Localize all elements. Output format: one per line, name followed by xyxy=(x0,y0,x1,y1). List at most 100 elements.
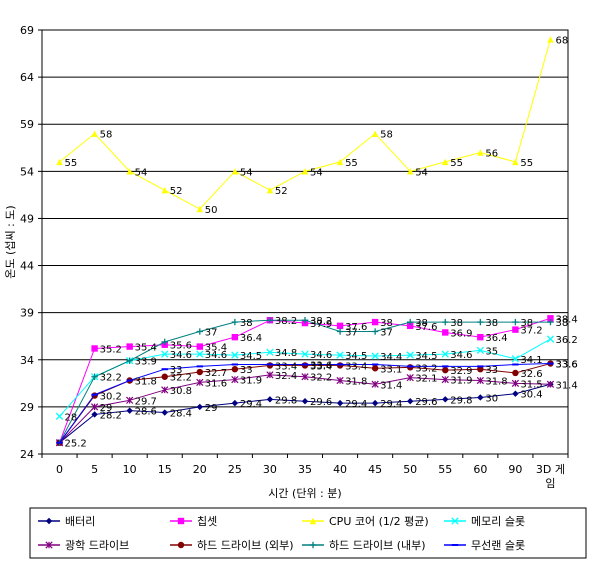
data-label: 34.5 xyxy=(240,351,262,362)
data-label: 34.8 xyxy=(275,348,297,359)
legend-item: 칩셋 xyxy=(170,515,217,528)
data-point xyxy=(477,333,484,341)
data-label: 33.1 xyxy=(380,364,402,375)
data-label: 31.8 xyxy=(135,377,157,388)
x-tick-label: 25 xyxy=(228,463,242,476)
legend-label: 배터리 xyxy=(65,515,95,528)
data-point xyxy=(301,350,309,358)
legend-marker xyxy=(177,517,185,525)
legend-item: 광학 드라이브 xyxy=(38,539,129,552)
legend-marker xyxy=(45,517,53,525)
data-point xyxy=(196,378,204,387)
data-label: 38 xyxy=(380,318,393,329)
data-label: 35.4 xyxy=(135,343,157,354)
data-point xyxy=(231,366,239,373)
plot-area xyxy=(41,29,569,455)
legend-marker xyxy=(177,541,185,549)
data-label: 28.4 xyxy=(170,409,192,420)
data-point xyxy=(336,399,344,407)
data-label: 34.1 xyxy=(520,355,542,366)
x-tick-label: 20 xyxy=(193,463,207,476)
data-label: 58 xyxy=(380,130,393,141)
x-tick-label: 40 xyxy=(333,463,347,476)
data-label: 33 xyxy=(170,365,183,376)
data-point xyxy=(547,362,554,365)
data-point xyxy=(336,158,344,166)
data-point xyxy=(161,386,169,394)
data-label: 38 xyxy=(415,318,428,329)
data-label: 68 xyxy=(555,35,568,46)
series-group xyxy=(55,36,555,447)
data-label: 29.6 xyxy=(415,397,437,408)
data-point xyxy=(336,376,344,385)
data-label: 32.6 xyxy=(520,369,542,380)
data-point xyxy=(161,373,168,380)
legend-item: 하드 드라이브 (외부) xyxy=(170,538,294,552)
data-label: 29.4 xyxy=(380,399,402,410)
x-tick-label: 0 xyxy=(56,463,63,476)
series-line xyxy=(59,374,551,444)
y-axis-label: 온도 (섭씨 : 도) xyxy=(4,205,17,278)
y-tick-label: 69 xyxy=(20,24,34,37)
data-label: 50 xyxy=(205,205,218,216)
data-point xyxy=(266,317,274,324)
legend-item: 하드 드라이브 (내부) xyxy=(302,538,426,552)
data-label: 37 xyxy=(205,328,218,339)
data-point xyxy=(231,351,239,359)
data-point xyxy=(90,403,99,411)
data-label: 29.7 xyxy=(135,396,157,407)
data-point xyxy=(371,363,379,366)
data-point xyxy=(407,398,414,405)
series-8 xyxy=(56,362,554,444)
data-label: 31.4 xyxy=(555,380,577,391)
data-point xyxy=(231,318,239,326)
data-label: 33.6 xyxy=(310,360,332,371)
data-point xyxy=(336,328,344,335)
x-tick-label: 45 xyxy=(368,463,382,476)
data-point xyxy=(512,326,519,333)
data-label: 38 xyxy=(485,318,498,329)
data-point xyxy=(55,412,64,420)
x-tick-label: 55 xyxy=(438,463,452,476)
data-point xyxy=(477,366,484,373)
data-point xyxy=(266,348,274,356)
x-tick-label: 35 xyxy=(298,463,312,476)
data-label: 34.5 xyxy=(415,351,437,362)
x-tick-label: 60 xyxy=(473,463,487,476)
x-tick-label: 5 xyxy=(91,463,98,476)
data-point xyxy=(442,158,449,166)
data-point xyxy=(161,350,169,358)
data-point xyxy=(126,379,133,382)
data-point xyxy=(266,363,274,366)
data-label: 31.6 xyxy=(205,378,227,389)
legend-marker xyxy=(451,517,459,525)
series-4 xyxy=(55,335,555,420)
data-point xyxy=(406,351,414,359)
data-point xyxy=(477,318,484,326)
legend-item: 메모리 슬롯 xyxy=(444,515,525,528)
data-label: 30 xyxy=(485,393,498,404)
data-point xyxy=(196,205,203,213)
data-point xyxy=(407,168,414,175)
data-label: 32.2 xyxy=(310,373,332,384)
data-label: 32.2 xyxy=(100,373,122,384)
data-label: 38 xyxy=(555,318,568,329)
x-tick-label: 50 xyxy=(403,463,417,476)
data-label: 30.4 xyxy=(520,390,542,401)
legend-label: 광학 드라이브 xyxy=(65,539,129,552)
data-label: 33.2 xyxy=(415,363,437,374)
data-label: 29.8 xyxy=(275,395,297,406)
data-point xyxy=(407,318,414,326)
data-point xyxy=(301,317,309,324)
data-label: 32.9 xyxy=(450,366,472,377)
series-1 xyxy=(56,381,554,446)
x-axis-label: 시간 (단위 : 분) xyxy=(268,487,341,500)
data-point xyxy=(406,374,414,382)
series-7 xyxy=(56,317,554,446)
data-label: 52 xyxy=(170,186,183,197)
data-label: 25.2 xyxy=(65,439,87,450)
data-label: 30.2 xyxy=(100,392,122,403)
data-label: 29 xyxy=(205,403,218,414)
data-label: 55 xyxy=(520,158,533,169)
